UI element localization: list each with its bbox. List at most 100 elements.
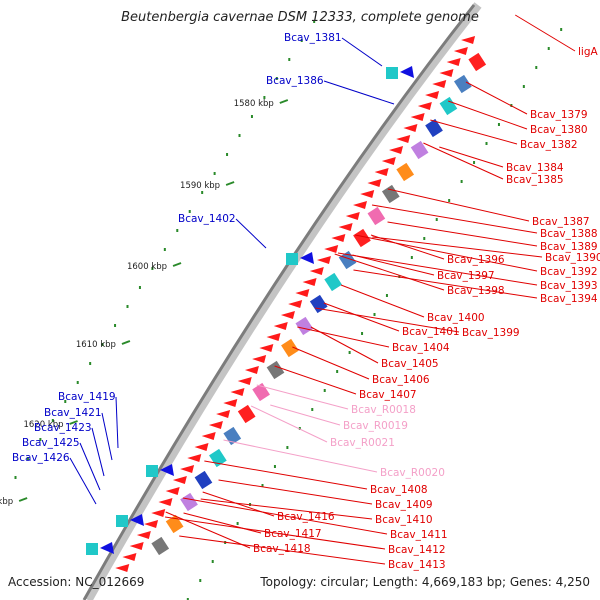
inner-dot (398, 275, 401, 278)
gene-label-right: Bcav_1400 (427, 312, 485, 324)
cds-arrow (172, 476, 187, 484)
leader-line-right (179, 535, 386, 565)
outer-dot (26, 457, 29, 460)
gene-label-right: Bcav_1406 (372, 374, 430, 386)
cds-arrow (338, 223, 353, 231)
feature-block (309, 294, 328, 314)
leader-line-right (250, 405, 328, 443)
feature-track (86, 36, 487, 572)
left-cds-arrow (400, 66, 414, 78)
leader-line-right (270, 404, 341, 426)
feature-block (180, 492, 198, 512)
gene-label-right: Bcav_1385 (506, 174, 564, 186)
cds-arrow (151, 509, 166, 517)
inner-dot (522, 85, 525, 88)
cds-arrow (244, 366, 259, 374)
leader-line-right (218, 479, 373, 505)
cds-arrow (237, 377, 252, 385)
leader-line-right (334, 253, 445, 291)
leader-line-right (372, 236, 543, 258)
kbp-tick (69, 420, 78, 425)
leader-line-right (200, 498, 373, 520)
gene-label-right: Bcav_1380 (530, 124, 588, 136)
cds-arrow (417, 102, 432, 110)
leader-line-right (514, 14, 576, 52)
leader-line-right (355, 234, 538, 272)
inner-dot (423, 237, 426, 240)
feature-block (209, 448, 227, 468)
leader-line-left (79, 442, 101, 491)
cds-arrow (439, 69, 454, 77)
kbp-tick (225, 181, 235, 186)
feature-block (295, 316, 314, 336)
gene-label-right: Bcav_1396 (447, 254, 505, 266)
feature-block (281, 338, 299, 358)
gene-label-right: Bcav_1379 (530, 109, 588, 121)
kbp-label: 1580 kbp (234, 99, 274, 109)
cds-arrow (208, 421, 223, 429)
inner-dot (273, 465, 276, 468)
cds-arrow (360, 190, 375, 198)
cds-arrow (461, 36, 476, 44)
feature-block (338, 250, 357, 270)
gene-label-right: Bcav_1394 (540, 293, 598, 305)
gene-label-right: Bcav_1416 (277, 511, 335, 523)
cds-arrow (230, 388, 245, 396)
outer-dot (300, 39, 303, 42)
gene-label-left: Bcav_1425 (22, 437, 80, 449)
cds-arrow (122, 553, 137, 561)
kbp-tick (279, 99, 289, 104)
leader-line-right (465, 81, 528, 115)
gene-labels: 1580 kbp 1590 kbp 1600 kbp 1610 kbp 1620 kbp… (0, 32, 600, 571)
cds-arrow (216, 410, 231, 418)
outer-dot (126, 305, 129, 308)
cds-arrow (353, 201, 367, 209)
outer-dot (101, 343, 104, 346)
cds-arrow (165, 487, 180, 495)
cds-arrow (345, 212, 360, 220)
left-feature-block (286, 253, 298, 265)
feature-block (324, 272, 342, 292)
leader-line-right (165, 511, 251, 549)
cds-arrow (453, 47, 468, 55)
gene-label-right: Bcav_1407 (359, 389, 417, 401)
outer-dot (151, 267, 154, 270)
cds-arrow (136, 531, 151, 539)
gene-label-right: Bcav_1408 (370, 484, 428, 496)
cds-arrow (403, 124, 418, 132)
topology-text: Topology: circular; Length: 4,669,183 bp… (260, 575, 590, 589)
cds-arrow (295, 289, 310, 297)
gene-label-right: Bcav_1405 (381, 358, 439, 370)
cds-arrow (331, 234, 346, 242)
left-cds-arrow (100, 542, 114, 554)
leader-line-right (183, 512, 262, 534)
tick-track (14, 20, 563, 600)
gene-label-right: Bcav_1401 (402, 326, 460, 338)
label-leaders (69, 14, 576, 565)
gene-label-right: ligA (578, 46, 598, 58)
gene-label-right: Bcav_R0021 (330, 437, 395, 449)
outer-dot (313, 20, 316, 23)
left-cds-arrow (130, 514, 144, 526)
gene-label-right: Bcav_R0019 (343, 420, 408, 432)
feature-block (194, 470, 213, 490)
feature-block (468, 52, 487, 72)
inner-dot (473, 161, 476, 164)
leader-line-right (223, 439, 378, 473)
gene-label-right: Bcav_1389 (540, 241, 598, 253)
cds-arrow (194, 443, 209, 451)
leader-line-right (423, 142, 504, 180)
leader-line-left (323, 80, 395, 105)
inner-dot (236, 522, 239, 525)
gene-label-right: Bcav_1398 (447, 285, 505, 297)
feature-block (453, 74, 472, 94)
outer-dot (188, 210, 191, 213)
inner-dot (448, 199, 451, 202)
genome-backbone (84, 2, 482, 600)
outer-dot (64, 400, 67, 403)
cds-arrow (266, 333, 281, 341)
leader-line-right (202, 491, 275, 517)
leader-line-right (352, 254, 435, 276)
leader-line-right (387, 221, 538, 247)
